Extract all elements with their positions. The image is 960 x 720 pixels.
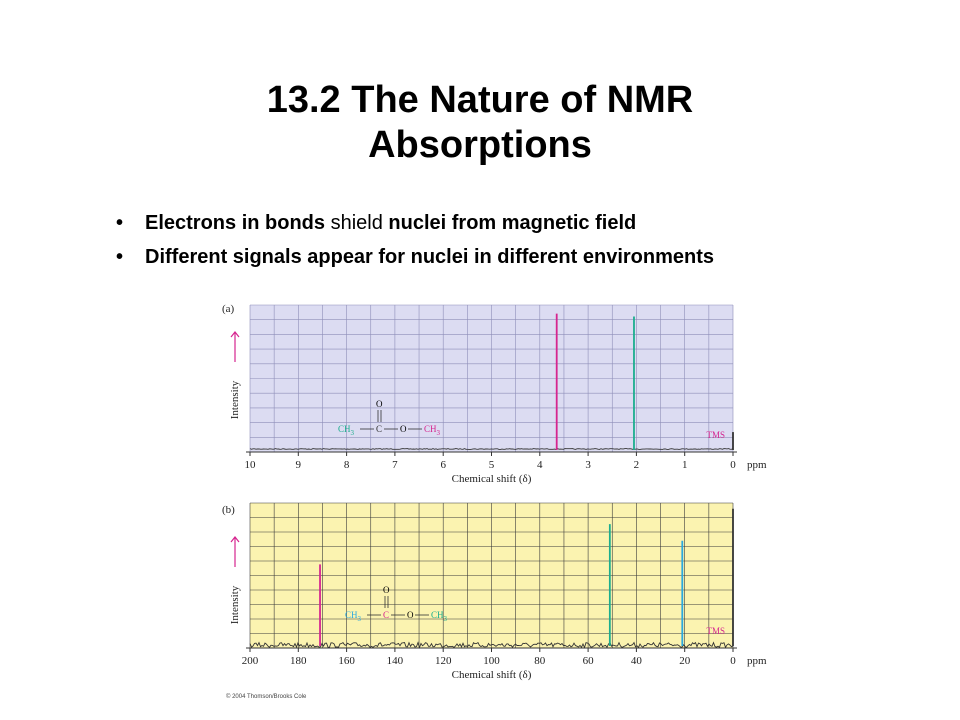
intensity-arrowhead [230, 331, 240, 338]
x-tick-label-4: 6 [440, 459, 446, 471]
x-axis-label: Chemical shift (δ) [452, 669, 532, 681]
bullet-item-2: Different signals appear for nuclei in d… [116, 246, 816, 269]
x-tick-label-2: 8 [344, 459, 350, 471]
x-tick-label-5: 5 [489, 459, 495, 471]
x-tick-label-5: 100 [483, 655, 500, 667]
slide-title-line-2: Absorptions [368, 124, 592, 166]
slide-title-line-1: 13.2 The Nature of NMR [266, 79, 694, 121]
molecule-carbonyl-carbon: C [376, 424, 382, 434]
x-tick-label-3: 140 [387, 655, 404, 667]
baseline-trace [249, 448, 734, 450]
molecule-carbonyl-oxygen: O [383, 585, 390, 595]
x-tick-label-2: 160 [338, 655, 355, 667]
molecule-right-methyl: CH3 [424, 424, 441, 437]
tms-label: TMS [706, 626, 725, 636]
x-tick-label-7: 3 [585, 459, 591, 471]
x-tick-label-6: 4 [537, 459, 543, 471]
x-tick-label-6: 80 [534, 655, 546, 667]
x-tick-label-8: 40 [631, 655, 643, 667]
bullet-2-text: Different signals appear for nuclei in d… [145, 246, 714, 268]
x-axis-label: Chemical shift (δ) [452, 473, 532, 485]
x-unit-label: ppm [747, 655, 767, 667]
panel-label: (b) [222, 504, 235, 516]
x-tick-label-3: 7 [392, 459, 398, 471]
x-tick-label-8: 2 [634, 459, 640, 471]
slide-title: 13.2 The Nature of NMR Absorptions [180, 78, 780, 168]
bullet-1-text-c: nuclei from magnetic field [388, 212, 637, 234]
y-axis-label: Intensity [229, 380, 241, 419]
molecule-right-methyl: CH3 [431, 610, 448, 623]
y-axis-label: Intensity [229, 585, 241, 624]
molecule-ester-oxygen: O [400, 424, 407, 434]
panel-label: (a) [222, 303, 235, 315]
copyright-notice: © 2004 Thomson/Brooks Cole [226, 693, 307, 700]
bullet-item-1: Electrons in bonds shield nuclei from ma… [116, 212, 816, 235]
x-tick-label-9: 1 [682, 459, 688, 471]
x-tick-label-0: 200 [242, 655, 259, 667]
x-tick-label-10: 0 [730, 655, 736, 667]
baseline-trace [249, 641, 734, 649]
intensity-arrowhead [230, 536, 240, 543]
molecule-structure: CH3 C O O CH3 [345, 585, 448, 623]
molecule-carbonyl-carbon: C [383, 610, 389, 620]
bullet-1-text-b: shield [325, 212, 389, 234]
molecule-carbonyl-oxygen: O [376, 399, 383, 409]
bullet-1-text-a: Electrons in bonds [145, 212, 326, 234]
molecule-ester-oxygen: O [407, 610, 414, 620]
molecule-left-methyl: CH3 [345, 610, 362, 623]
x-tick-label-9: 20 [679, 655, 691, 667]
x-tick-label-10: 0 [730, 459, 736, 471]
molecule-structure: CH3 C O O CH3 [338, 399, 441, 437]
tms-label: TMS [706, 430, 725, 440]
x-unit-label: ppm [747, 459, 767, 471]
x-tick-label-0: 10 [245, 459, 257, 471]
x-tick-label-4: 120 [435, 655, 452, 667]
bullet-list: Electrons in bonds shield nuclei from ma… [116, 212, 816, 280]
x-tick-label-7: 60 [583, 655, 595, 667]
molecule-left-methyl: CH3 [338, 424, 355, 437]
x-tick-label-1: 9 [296, 459, 302, 471]
x-tick-label-1: 180 [290, 655, 307, 667]
